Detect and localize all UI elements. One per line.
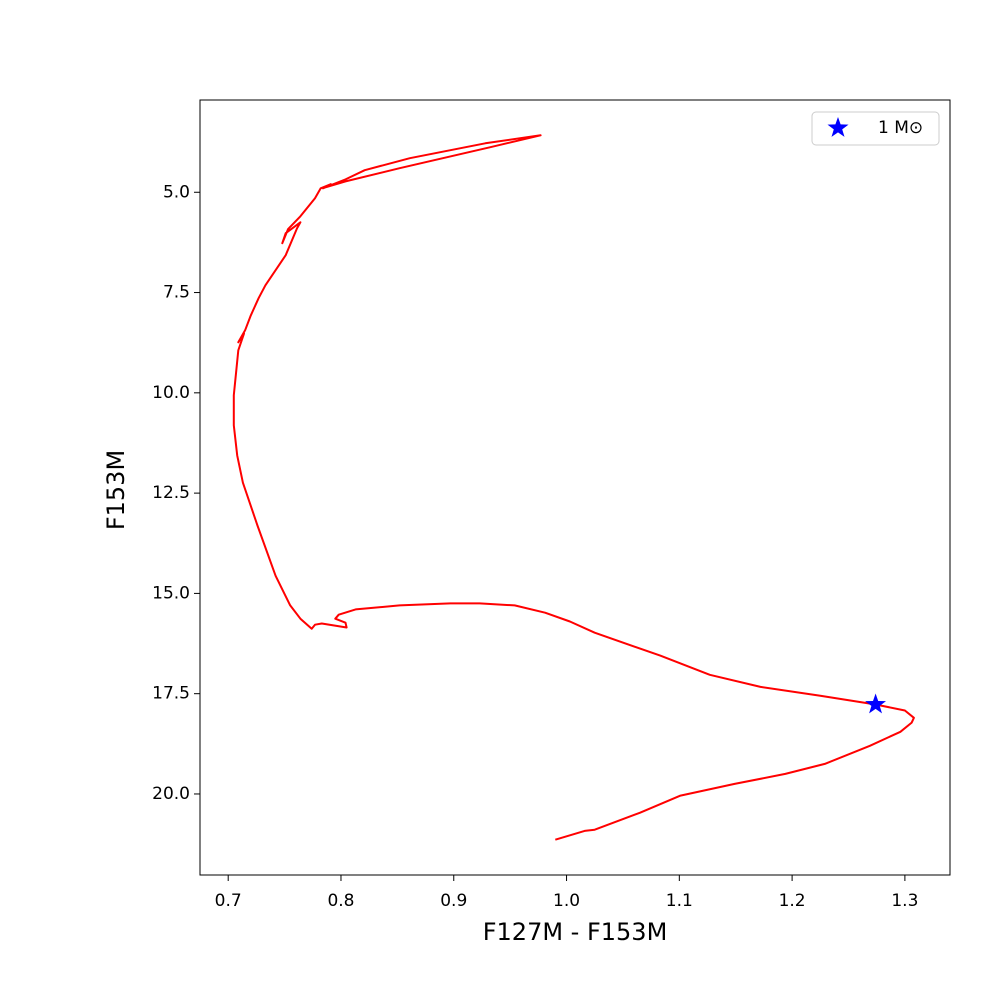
legend-marker: [827, 117, 849, 137]
legend-label: 1 M⊙: [878, 118, 923, 138]
y-tick-label: 17.5: [152, 684, 190, 704]
plot-frame: [199, 99, 951, 876]
y-axis-label: F153M: [102, 450, 130, 530]
star-marker: [865, 693, 886, 714]
y-tick-label: 20.0: [152, 784, 190, 804]
x-tick-label: 1.0: [553, 891, 580, 911]
x-tick-label: 1.3: [891, 891, 918, 911]
y-tick-label: 15.0: [152, 583, 190, 603]
x-tick-label: 1.1: [666, 891, 693, 911]
line: [232, 134, 915, 841]
x-tick-label: 1.2: [779, 891, 806, 911]
legend-box: [811, 111, 940, 146]
x-tick-label: 0.8: [327, 891, 354, 911]
x-tick-label: 0.7: [215, 891, 242, 911]
y-tick-label: 5.0: [163, 182, 190, 202]
x-tick-label: 0.9: [440, 891, 467, 911]
y-tick-label: 10.0: [152, 383, 190, 403]
y-tick-label: 12.5: [152, 483, 190, 503]
y-tick-label: 7.5: [163, 283, 190, 303]
x-axis-label: F127M - F153M: [483, 918, 668, 946]
